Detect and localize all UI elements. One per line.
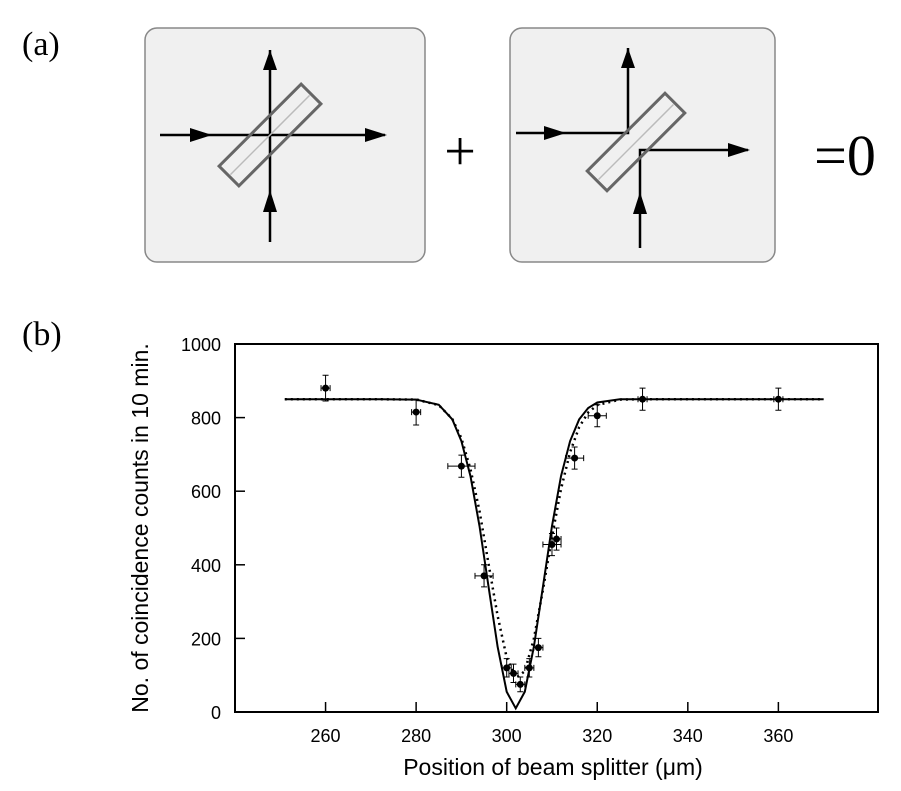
x-axis-label: Position of beam splitter (μm) [403,754,703,780]
data-point [553,535,560,543]
beam-splitter-diagram [144,27,426,263]
panel-label: (b) [22,316,62,353]
plot-frame [234,343,879,713]
data-point [516,680,524,688]
y-tick-label: 0 [211,703,221,723]
data-point [534,644,542,652]
y-tick-label: 200 [191,629,221,649]
y-tick-label: 1000 [181,335,221,355]
chart: Position of beam splitter (μm) No. of co… [127,335,879,780]
data-point [457,462,465,470]
fit-curve [284,398,824,711]
x-tick-label: 360 [763,726,793,746]
x-tick-label: 260 [311,726,341,746]
data-point [503,664,511,672]
plus-sign: + [444,121,476,183]
y-tick-label: 400 [191,556,221,576]
y-axis-label: No. of coincidence counts in 10 min. [127,343,153,712]
y-tick-label: 800 [191,409,221,429]
x-tick-label: 300 [492,726,522,746]
data-point [571,454,579,462]
data-point [412,408,420,416]
dotted-curve [284,397,824,681]
beam-splitter-diagram [509,27,776,263]
y-tick-label: 600 [191,482,221,502]
x-tick-label: 320 [582,726,612,746]
x-tick-label: 340 [673,726,703,746]
data-point [593,412,601,420]
result-text: =0 [814,123,876,188]
x-tick-label: 280 [401,726,431,746]
panel-label: (a) [22,26,60,63]
data-point [322,384,330,392]
